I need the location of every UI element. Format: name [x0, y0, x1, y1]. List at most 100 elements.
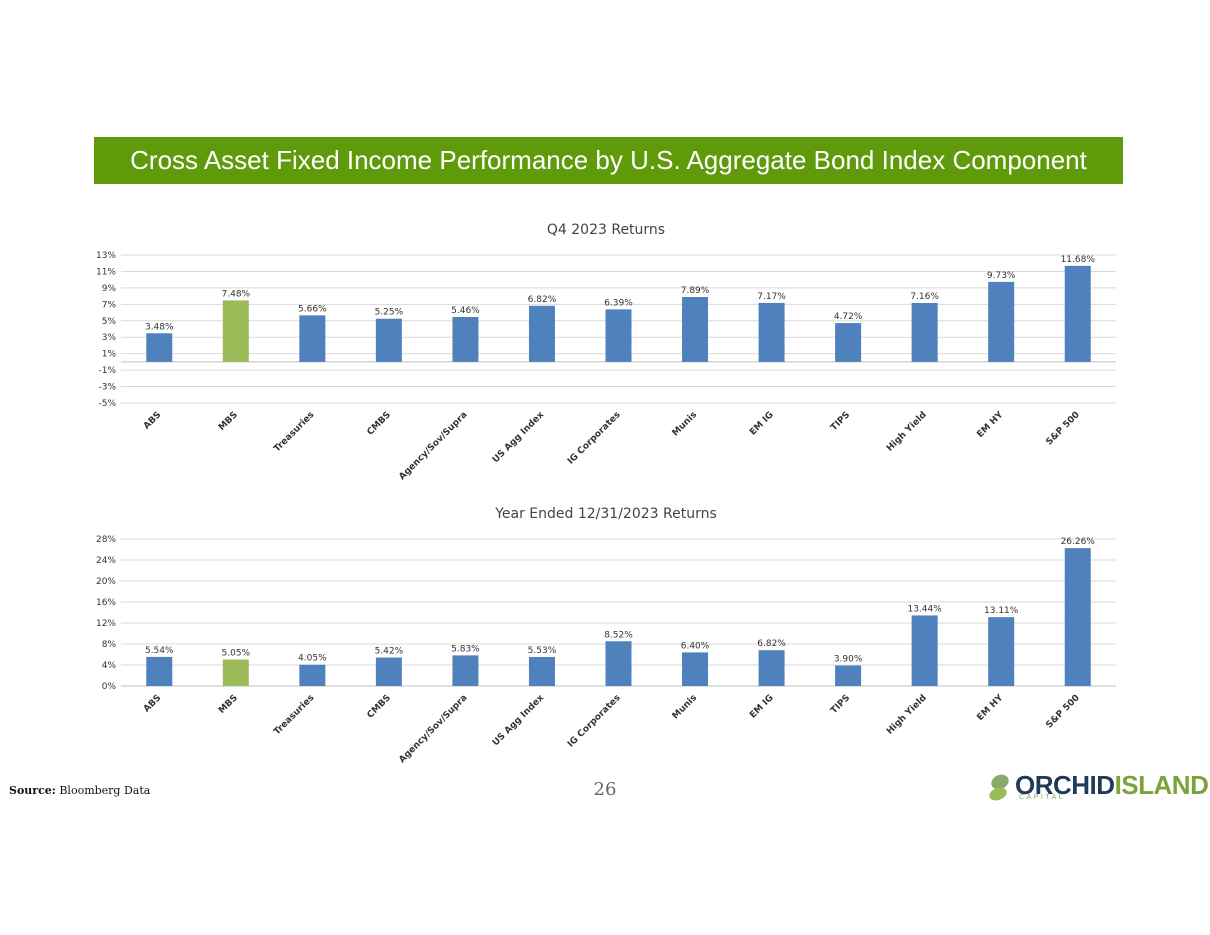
q4-category-label: MBS — [217, 410, 240, 433]
q4-bar — [375, 318, 402, 362]
q4-category-label: US Agg Index — [491, 410, 546, 465]
q4-category-label: Munis — [671, 410, 699, 438]
q4-ytick-label: 5% — [102, 317, 117, 327]
year-bar — [988, 617, 1015, 686]
page-number: 26 — [593, 779, 617, 800]
year-ytick-label: 8% — [102, 640, 117, 650]
page-title-banner: Cross Asset Fixed Income Performance by … — [94, 137, 1123, 184]
q4-bar — [835, 323, 862, 362]
q4-category-label: TIPS — [829, 410, 852, 433]
year-category-label: TIPS — [829, 693, 852, 716]
year-bar — [299, 664, 326, 686]
q4-returns-chart: Q4 2023 Returns 13% 11% 9% 7% 5% 3% 1% -1% -3% -5%… — [96, 222, 1116, 480]
q4-data-label: 9.73% — [987, 271, 1016, 281]
logo-wordmark: ORCHIDISLAND — [1015, 770, 1209, 801]
year-data-label: 5.54% — [145, 646, 174, 656]
q4-ytick-label: -3% — [98, 383, 116, 393]
q4-category-label: High Yield — [885, 410, 929, 454]
logo-word-orchid: ORCHID — [1015, 770, 1115, 800]
q4-title: Q4 2023 Returns — [547, 222, 665, 238]
year-category-label: ABS — [142, 693, 163, 714]
q4-category-label: EM HY — [975, 410, 1005, 440]
year-bar — [758, 650, 785, 686]
year-bar — [835, 665, 862, 686]
year-data-label: 5.05% — [222, 648, 251, 658]
orchid-island-logo: ORCHIDISLAND CAPITAL — [987, 770, 1209, 804]
year-ytick-label: 20% — [96, 577, 116, 587]
year-ytick-label: 16% — [96, 598, 116, 608]
year-bar — [222, 659, 249, 686]
q4-data-label: 7.16% — [910, 292, 939, 302]
q4-bar — [1064, 265, 1091, 362]
q4-bar — [222, 300, 249, 362]
source-note: Source: Bloomberg Data — [9, 784, 150, 797]
q4-ytick-label: 11% — [96, 267, 116, 277]
year-bar — [911, 615, 938, 686]
page-title: Cross Asset Fixed Income Performance by … — [130, 145, 1087, 175]
q4-category-label: ABS — [142, 410, 163, 431]
year-category-label: Munis — [671, 693, 699, 721]
year-data-label: 5.83% — [451, 644, 480, 654]
q4-data-label: 7.48% — [222, 289, 251, 299]
year-data-label: 26.26% — [1061, 537, 1096, 547]
year-ytick-label: 4% — [102, 661, 117, 671]
q4-bar — [299, 315, 326, 362]
q4-ytick-label: 3% — [102, 333, 117, 343]
logo-subtitle: CAPITAL — [1019, 794, 1066, 801]
year-data-label: 5.53% — [528, 646, 557, 656]
source-label: Source: — [9, 784, 56, 797]
q4-bar — [146, 333, 173, 362]
q4-data-label: 5.46% — [451, 306, 480, 316]
year-bar — [375, 657, 402, 686]
year-category-label: MBS — [217, 693, 240, 716]
q4-data-label: 7.17% — [757, 292, 786, 302]
year-category-label: High Yield — [885, 693, 929, 737]
year-ytick-label: 0% — [102, 682, 117, 692]
year-bar — [1064, 548, 1091, 686]
q4-ytick-label: 9% — [102, 284, 117, 294]
year-data-label: 6.40% — [681, 641, 710, 651]
year-bar — [682, 652, 709, 686]
year-bar — [146, 656, 173, 686]
q4-ytick-label: -5% — [98, 399, 116, 409]
q4-category-label: EM IG — [748, 410, 776, 438]
year-category-label: Treasuries — [272, 693, 316, 737]
year-data-label: 13.44% — [907, 604, 942, 614]
q4-ytick-label: 1% — [102, 350, 117, 360]
year-category-label: Agency/Sov/Supra — [397, 693, 469, 765]
q4-category-label: IG Corporates — [566, 410, 623, 467]
year-ytick-label: 28% — [96, 535, 116, 545]
q4-category-label: CMBS — [365, 410, 393, 438]
year-category-label: IG Corporates — [566, 693, 623, 750]
year-category-label: EM HY — [975, 693, 1005, 723]
year-ytick-label: 12% — [96, 619, 116, 629]
source-text: Bloomberg Data — [59, 784, 151, 797]
orchid-leaf-icon — [989, 774, 1009, 801]
q4-data-label: 5.25% — [375, 308, 404, 318]
year-data-label: 6.82% — [757, 639, 786, 649]
year-bar — [528, 656, 555, 686]
year-category-label: S&P 500 — [1044, 693, 1081, 730]
q4-ytick-label: 13% — [96, 251, 116, 261]
q4-bar — [988, 281, 1015, 362]
q4-data-label: 3.48% — [145, 322, 174, 332]
q4-bar — [528, 305, 555, 362]
q4-bar — [911, 303, 938, 362]
q4-data-label: 4.72% — [834, 312, 863, 322]
q4-ytick-label: 7% — [102, 300, 117, 310]
q4-data-label: 11.68% — [1061, 255, 1096, 265]
year-title: Year Ended 12/31/2023 Returns — [494, 506, 717, 522]
q4-bar — [758, 302, 785, 362]
q4-category-label: S&P 500 — [1044, 410, 1081, 447]
q4-bar — [452, 316, 479, 362]
q4-ytick-label: -1% — [98, 366, 116, 376]
year-category-label: CMBS — [365, 693, 393, 721]
q4-data-label: 7.89% — [681, 286, 710, 296]
q4-data-label: 6.39% — [604, 298, 633, 308]
q4-bar — [605, 309, 632, 362]
q4-data-label: 5.66% — [298, 304, 327, 314]
year-data-label: 8.52% — [604, 630, 633, 640]
q4-category-label: Agency/Sov/Supra — [397, 410, 469, 480]
year-data-label: 3.90% — [834, 655, 863, 665]
logo-word-island: ISLAND — [1114, 770, 1209, 800]
